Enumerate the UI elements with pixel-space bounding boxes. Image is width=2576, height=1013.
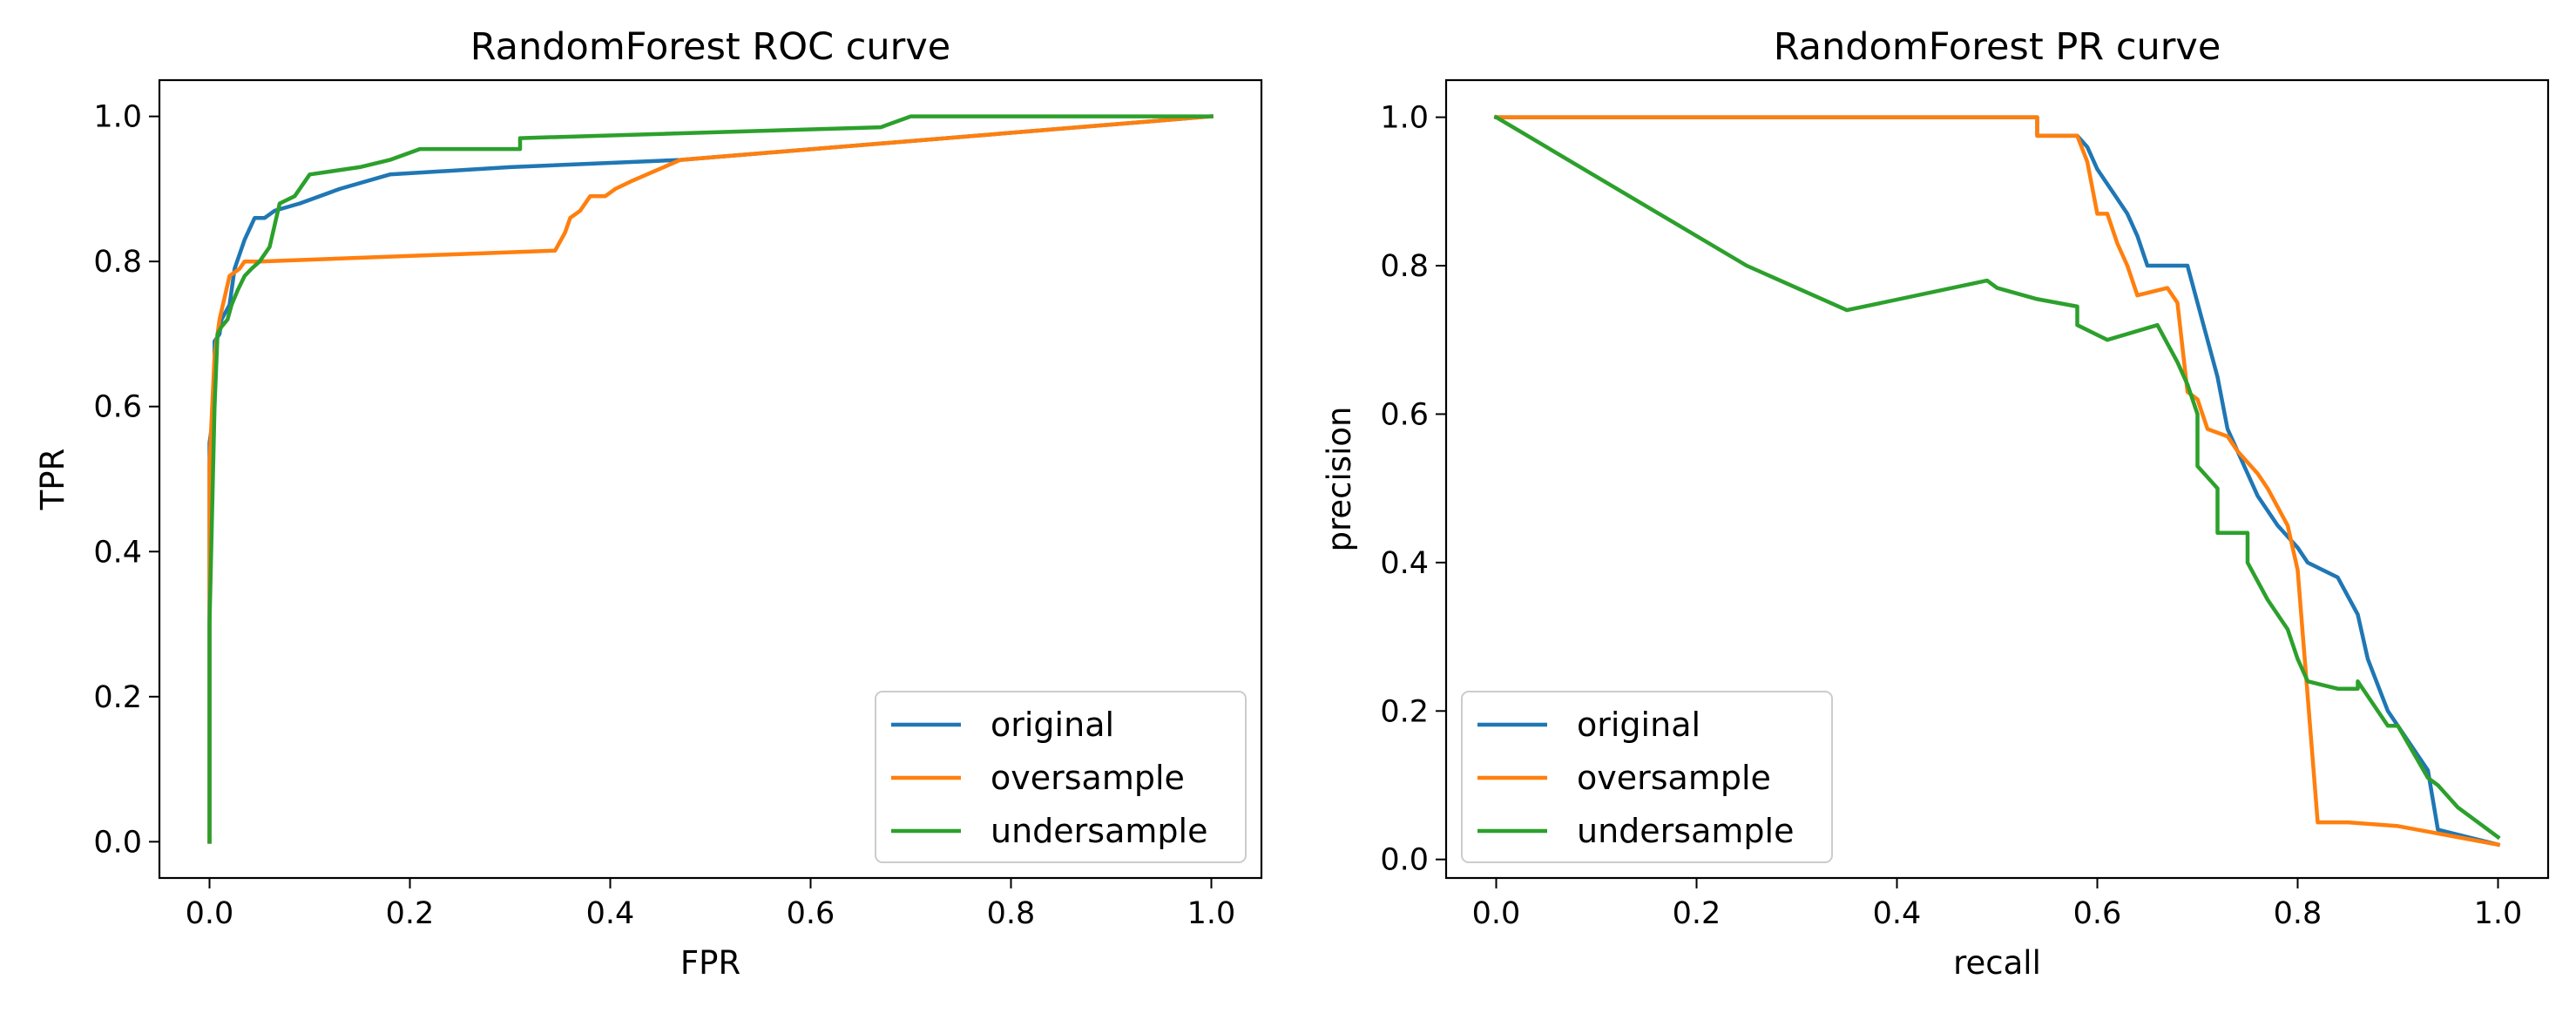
x-tick-label: 0.4 [586, 896, 635, 931]
y-tick-label: 0.6 [93, 390, 142, 425]
legend-label-original: original [1577, 706, 1700, 744]
series-line-oversample [1494, 115, 2501, 848]
legend-label-oversample: oversample [991, 759, 1185, 797]
x-tick-label: 0.8 [2274, 896, 2322, 931]
x-tick-label: 0.8 [987, 896, 1036, 931]
y-tick-label: 1.0 [1380, 101, 1429, 136]
x-tick-label: 1.0 [2474, 896, 2523, 931]
legend: original oversample undersample [1461, 691, 1833, 863]
chart-title: RandomForest PR curve [1774, 25, 2221, 69]
x-tick-label: 0.0 [1472, 896, 1521, 931]
chart-title: RandomForest ROC curve [470, 25, 951, 69]
y-axis-label: TPR [34, 449, 71, 511]
y-tick-label: 0.8 [93, 245, 142, 280]
y-tick-label: 0.2 [93, 680, 142, 715]
legend-box [875, 691, 1247, 863]
axes-frame [1444, 78, 2550, 880]
y-axis-label: precision [1321, 407, 1358, 552]
y-tick-label: 0.0 [1380, 843, 1429, 878]
x-axis-label: FPR [680, 944, 740, 982]
y-tick-label: 0.6 [1380, 397, 1429, 432]
series-line-undersample [1493, 114, 2501, 841]
y-tick-label: 0.4 [93, 535, 142, 570]
series-line-undersample [207, 114, 1214, 844]
axes-frame [158, 78, 1263, 880]
x-tick-label: 0.6 [2073, 896, 2122, 931]
chart-2: 0.0 0.2 0.4 0.6 0.8 1.0 0.0 0.2 0.4 0.6 0.8 1.0 Rand… [1321, 25, 2550, 982]
legend-box [1461, 691, 1833, 863]
legend-label-oversample: oversample [1577, 759, 1771, 797]
y-tick-label: 0.4 [1380, 546, 1429, 581]
y-tick-label: 0.0 [93, 825, 142, 860]
legend: original oversample undersample [875, 691, 1247, 863]
y-tick-label: 0.8 [1380, 249, 1429, 284]
series-line-oversample [207, 114, 1214, 844]
x-tick-label: 0.6 [787, 896, 835, 931]
chart-1: 0.0 0.2 0.4 0.6 0.8 1.0 0.0 0.2 0.4 0.6 0.8 1.0 Rand… [34, 25, 1263, 982]
x-tick-label: 0.2 [386, 896, 435, 931]
x-tick-label: 1.0 [1187, 896, 1236, 931]
legend-label-undersample: undersample [1577, 812, 1794, 850]
x-tick-label: 0.4 [1873, 896, 1922, 931]
x-tick-label: 0.2 [1673, 896, 1721, 931]
x-axis-label: recall [1953, 944, 2041, 982]
legend-label-undersample: undersample [991, 812, 1207, 850]
y-tick-label: 0.2 [1380, 694, 1429, 729]
series-line-original [1494, 115, 2501, 848]
y-tick-label: 1.0 [93, 100, 142, 135]
x-tick-label: 0.0 [186, 896, 234, 931]
legend-label-original: original [991, 706, 1114, 744]
